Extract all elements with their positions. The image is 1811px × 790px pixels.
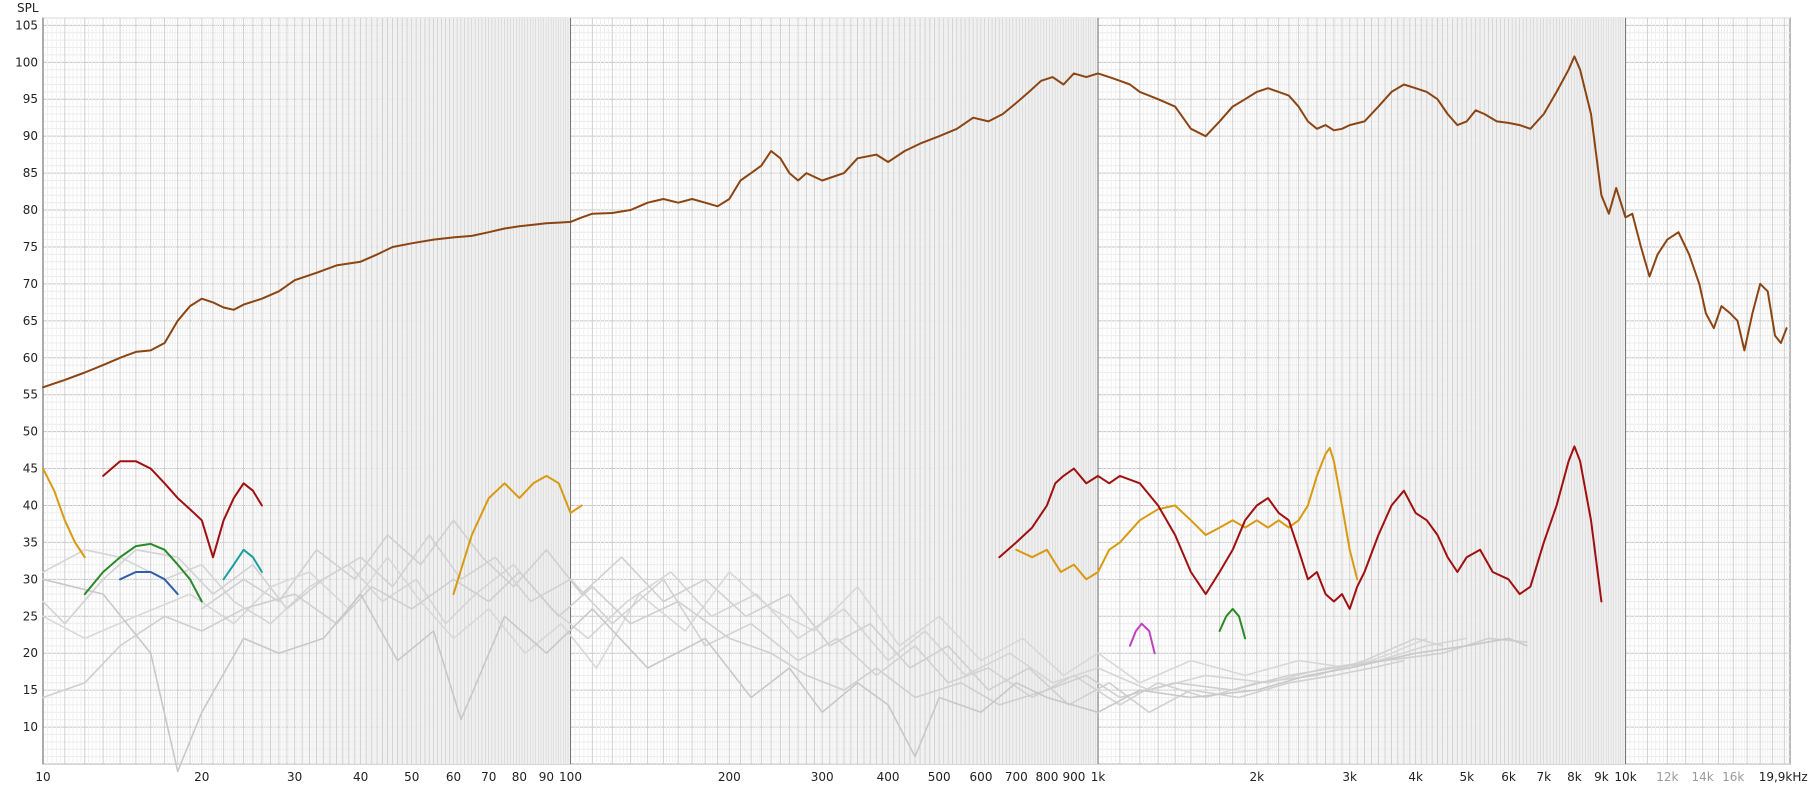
x-tick-label: 700 — [1005, 770, 1028, 784]
x-tick-label: 30 — [287, 770, 302, 784]
x-tick-label: 4k — [1408, 770, 1423, 784]
x-tick-label: 14k — [1692, 770, 1714, 784]
x-tick-label: 3k — [1342, 770, 1357, 784]
series-line-1 — [42, 55, 1788, 389]
x-tick-label: 600 — [970, 770, 993, 784]
x-tick-label: 10 — [35, 770, 50, 784]
y-tick-label: 30 — [23, 572, 38, 586]
x-tick-label: 60 — [446, 770, 461, 784]
x-tick-label: 7k — [1537, 770, 1552, 784]
y-tick-label: 10 — [23, 720, 38, 734]
x-tick-label: 8k — [1567, 770, 1582, 784]
x-tick-label: 19,9kHz — [1759, 770, 1808, 784]
y-tick-label: 15 — [23, 683, 38, 697]
y-tick-label: 90 — [23, 129, 38, 143]
y-tick-label: 75 — [23, 240, 38, 254]
x-tick-label: 400 — [877, 770, 900, 784]
series-line-9 — [1218, 607, 1247, 640]
y-tick-label: 20 — [23, 646, 38, 660]
y-tick-label: 55 — [23, 388, 38, 402]
y-tick-label: 25 — [23, 609, 38, 623]
x-tick-label: 90 — [539, 770, 554, 784]
x-tick-label: 300 — [811, 770, 834, 784]
x-tick-label: 10k — [1614, 770, 1636, 784]
x-tick-label: 100 — [559, 770, 582, 784]
series-line-11 — [222, 548, 263, 581]
y-tick-label: 80 — [23, 203, 38, 217]
series-line-8 — [83, 542, 203, 603]
y-tick-label: 105 — [15, 18, 38, 32]
y-axis-label: SPL — [17, 1, 39, 15]
x-tick-label: 2k — [1250, 770, 1265, 784]
series-line-14 — [42, 571, 1528, 706]
y-tick-label: 70 — [23, 277, 38, 291]
series-line-5 — [42, 467, 86, 559]
y-tick-label: 95 — [23, 92, 38, 106]
series-line-2 — [102, 460, 214, 559]
y-tick-label: 40 — [23, 498, 38, 512]
y-tick-label: 45 — [23, 462, 38, 476]
series-line-3 — [212, 482, 263, 559]
y-tick-label: 85 — [23, 166, 38, 180]
grid-layer — [42, 17, 1791, 765]
series-line-7 — [1015, 446, 1359, 581]
y-tick-label: 50 — [23, 425, 38, 439]
x-tick-label: 50 — [404, 770, 419, 784]
y-tick-label: 35 — [23, 535, 38, 549]
series-layer — [42, 55, 1788, 773]
x-tick-label: 1k — [1091, 770, 1106, 784]
x-tick-label: 12k — [1656, 770, 1678, 784]
series-line-13 — [42, 578, 1528, 773]
series-line-6 — [452, 474, 583, 596]
x-tick-label: 900 — [1062, 770, 1085, 784]
series-line-12 — [1129, 622, 1156, 655]
x-tick-label: 200 — [718, 770, 741, 784]
series-line-17 — [42, 556, 1428, 684]
y-tick-label: 100 — [15, 55, 38, 69]
series-line-4 — [998, 445, 1603, 610]
x-tick-label: 9k — [1594, 770, 1609, 784]
x-tick-label: 800 — [1035, 770, 1058, 784]
x-tick-label: 20 — [194, 770, 209, 784]
x-tick-label: 40 — [353, 770, 368, 784]
x-tick-label: 500 — [928, 770, 951, 784]
x-tick-label: 16k — [1722, 770, 1744, 784]
x-tick-label: 70 — [481, 770, 496, 784]
x-tick-label: 80 — [512, 770, 527, 784]
series-line-10 — [119, 571, 179, 596]
x-tick-label: 6k — [1501, 770, 1516, 784]
y-tick-label: 60 — [23, 351, 38, 365]
axis-layer: 10 15 20 25 30 35 40 45 50 55 60 65 70 75 80 85 90 95 100 1… — [15, 18, 1808, 784]
x-tick-label: 5k — [1459, 770, 1474, 784]
y-tick-label: 65 — [23, 314, 38, 328]
